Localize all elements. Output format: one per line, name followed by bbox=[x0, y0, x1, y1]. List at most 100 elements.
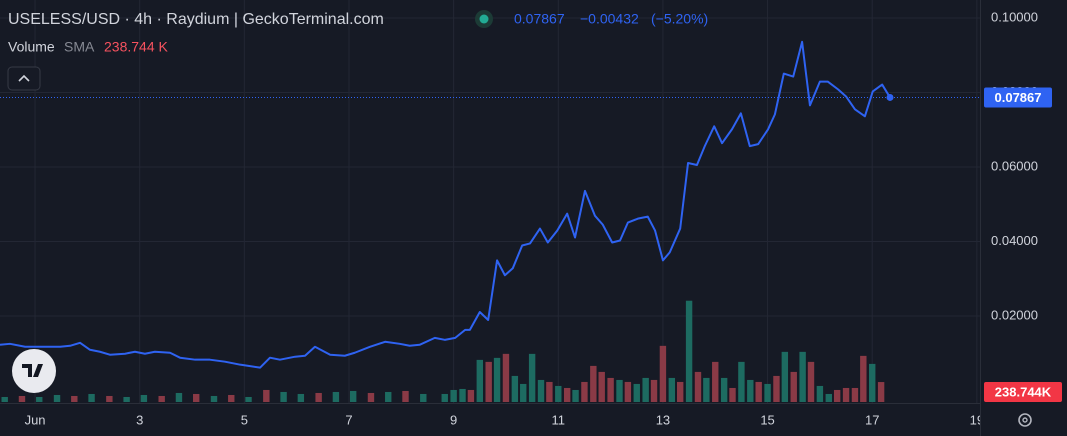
volume-bar bbox=[781, 351, 789, 402]
volume-bar bbox=[528, 353, 536, 402]
volume-bar bbox=[502, 353, 510, 402]
volume-bar bbox=[467, 389, 475, 402]
volume-bar bbox=[1, 396, 8, 402]
volume-bar bbox=[712, 361, 719, 402]
status-dot bbox=[479, 14, 489, 24]
volume-bar bbox=[297, 393, 305, 402]
volume-bar bbox=[493, 357, 501, 402]
volume-bar bbox=[18, 395, 26, 402]
chart-title: USELESS/USD · 4h · Raydium | GeckoTermin… bbox=[8, 11, 384, 28]
x-tick-label: 15 bbox=[760, 412, 774, 427]
collapse-icon[interactable] bbox=[18, 74, 30, 82]
x-axis: Jun 3 5 7 9 11 13 15 17 19 bbox=[0, 403, 984, 436]
grid bbox=[0, 0, 980, 403]
last-point bbox=[886, 93, 894, 101]
volume-label-box bbox=[984, 382, 1062, 402]
volume-bar bbox=[537, 379, 545, 402]
volume-bar bbox=[140, 394, 148, 402]
volume-value: 238.744 K bbox=[104, 39, 168, 55]
collapse-button-box[interactable] bbox=[7, 66, 41, 91]
volume-bar bbox=[53, 394, 61, 402]
volume-bar bbox=[851, 387, 859, 402]
volume-bar bbox=[245, 396, 252, 402]
collapse-button[interactable] bbox=[7, 66, 41, 91]
plot bbox=[0, 40, 980, 369]
y-axis: 0.020000.040000.060000.080000.100000.078… bbox=[980, 0, 1067, 436]
volume-bar bbox=[315, 392, 322, 402]
volume-bar bbox=[607, 377, 614, 402]
y-tick-label: 0.06000 bbox=[991, 158, 1038, 173]
volume-bar bbox=[816, 385, 824, 402]
volume-bar bbox=[36, 396, 43, 402]
volume-bar bbox=[703, 377, 710, 402]
volume-bar bbox=[555, 385, 562, 402]
legend: USELESS/USD · 4h · Raydium | GeckoTermin… bbox=[7, 10, 1032, 427]
volume-bar bbox=[485, 361, 492, 402]
x-tick-label: 5 bbox=[241, 412, 248, 427]
price-label: 0.07867 bbox=[995, 90, 1042, 105]
volume-bar bbox=[581, 381, 588, 402]
x-tick-label: 11 bbox=[552, 412, 566, 427]
volume-bar bbox=[158, 395, 165, 402]
volume-bar bbox=[572, 389, 579, 402]
volume-bar bbox=[88, 393, 95, 402]
price-label-box bbox=[984, 87, 1052, 108]
volume-bar bbox=[459, 388, 466, 402]
volume-label: 238.744K bbox=[995, 384, 1052, 399]
volume-bar bbox=[563, 387, 571, 402]
volume-bar bbox=[790, 371, 797, 402]
volume-bar bbox=[773, 375, 780, 402]
x-tick-label: 3 bbox=[136, 412, 143, 427]
x-axis-bg bbox=[0, 403, 980, 436]
volume-bar bbox=[71, 395, 78, 402]
header-price: 0.07867 bbox=[514, 11, 565, 27]
x-tick-label: 17 bbox=[865, 412, 879, 427]
volume-bar bbox=[747, 379, 754, 402]
header-change: −0.00432 bbox=[580, 11, 639, 27]
x-tick-label: Jun bbox=[25, 412, 46, 427]
volume-bar bbox=[420, 393, 427, 402]
volume-bar bbox=[546, 381, 553, 402]
volume-bars bbox=[1, 300, 885, 402]
volume-bar bbox=[349, 390, 357, 402]
volume-label: Volume bbox=[8, 39, 55, 55]
volume-bar bbox=[332, 391, 340, 402]
volume-bar bbox=[210, 395, 218, 402]
volume-bar bbox=[228, 394, 235, 402]
volume-bar bbox=[633, 383, 640, 402]
header-change-pct: (−5.20%) bbox=[651, 11, 708, 27]
settings-button[interactable] bbox=[1018, 413, 1032, 427]
volume-bar bbox=[385, 391, 392, 402]
volume-bar bbox=[694, 371, 702, 402]
y-tick-label: 0.10000 bbox=[991, 9, 1038, 24]
volume-bar bbox=[676, 381, 684, 402]
volume-bar bbox=[729, 387, 736, 402]
volume-bar bbox=[123, 396, 130, 402]
volume-bar bbox=[807, 361, 815, 402]
volume-bar bbox=[650, 379, 658, 402]
volume-bar bbox=[106, 395, 113, 402]
volume-bar bbox=[520, 383, 527, 402]
y-tick-label: 0.02000 bbox=[991, 307, 1038, 322]
logo bbox=[12, 349, 56, 393]
price-line bbox=[0, 40, 891, 369]
volume-bar bbox=[668, 377, 676, 402]
volume-bar bbox=[624, 381, 632, 402]
volume-bar bbox=[755, 381, 762, 402]
volume-bar bbox=[616, 379, 623, 402]
volume-bar bbox=[367, 392, 375, 402]
settings-icon-center[interactable] bbox=[1022, 417, 1028, 423]
volume-bar bbox=[590, 365, 597, 402]
volume-bar bbox=[450, 389, 457, 402]
x-tick-label: 7 bbox=[345, 412, 352, 427]
volume-bar bbox=[642, 377, 649, 402]
settings-icon[interactable] bbox=[1018, 413, 1032, 427]
volume-bar bbox=[860, 355, 867, 402]
x-tick-label: 9 bbox=[450, 412, 457, 427]
volume-bar bbox=[877, 382, 885, 402]
volume-bar bbox=[738, 361, 745, 402]
volume-bar bbox=[764, 383, 771, 402]
volume-bar bbox=[263, 389, 270, 402]
